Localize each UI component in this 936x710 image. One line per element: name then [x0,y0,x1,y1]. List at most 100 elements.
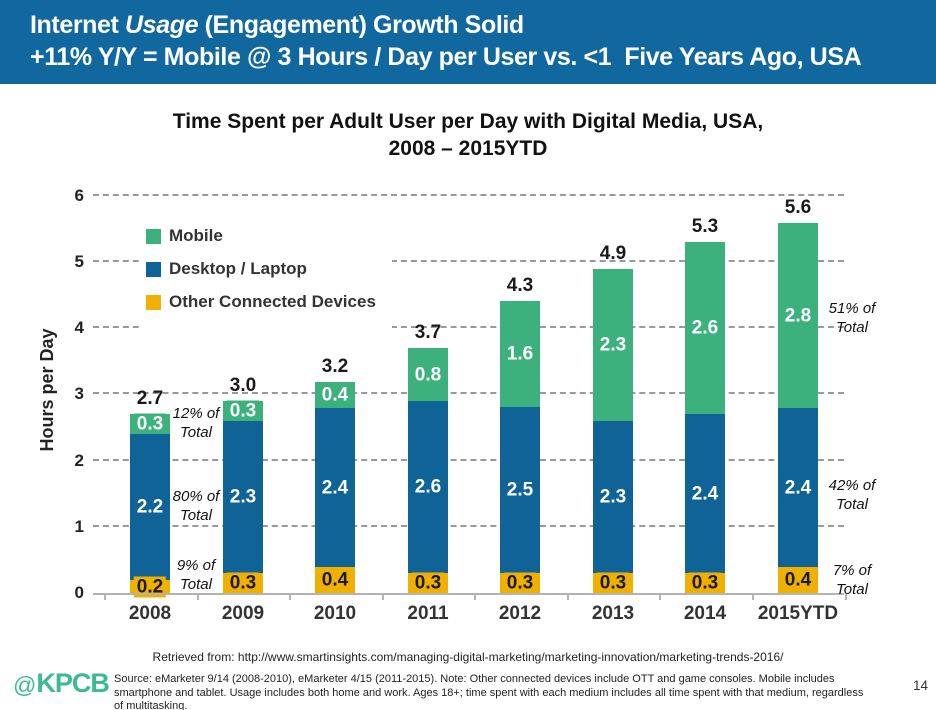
bar-segment-other-connected-devices-2014: 0.3 [685,572,725,594]
bar-segment-mobile-2014: 2.6 [685,242,725,414]
x-axis-label-2009: 2009 [221,603,265,624]
x-axis-line [93,593,844,595]
bar-value-mobile-2015ytd: 2.8 [781,305,815,326]
header-line1-italic: Usage [125,11,199,39]
gridline-6 [93,194,844,196]
bar-segment-other-connected-devices-2013: 0.3 [593,572,633,594]
bar-value-mobile-2013: 2.3 [596,334,630,356]
gridline-5 [93,260,844,262]
chart-title: Time Spent per Adult User per Day with D… [0,108,936,162]
bar-segment-mobile-2008: 0.3 [130,413,170,435]
header-line2: +11% Y/Y = Mobile @ 3 Hours / Day per Us… [30,43,862,71]
bar-total-2015ytd: 5.6 [784,197,812,218]
gridline-3 [93,392,844,394]
annotation-mobile-share-2015: 51% of Total [828,300,876,336]
bar-total-2014: 5.3 [691,216,719,237]
bar-segment-mobile-2010: 0.4 [315,382,355,408]
annotation-desktop-share-2009: 80% of Total [172,488,220,524]
x-axis-label-2014: 2014 [683,603,727,624]
bar-segment-desktop-laptop-2012: 2.5 [500,407,540,573]
bar-value-desktop-laptop-2010: 2.4 [318,477,352,498]
bar-segment-other-connected-devices-2015ytd: 0.4 [778,567,818,593]
annotation-desktop-share-2015: 42% of Total [828,477,876,513]
bar-value-desktop-laptop-2015ytd: 2.4 [781,477,815,498]
gridline-4 [93,326,844,328]
bar-value-mobile-2014: 2.6 [688,317,722,339]
gridline-2 [93,459,844,461]
y-tick-label-4: 4 [74,318,84,337]
y-tick-label-2: 2 [74,451,84,470]
gridline-1 [93,525,844,527]
bar-value-other-connected-devices-2009: 0.3 [226,572,260,594]
source-note: Source: eMarketer 9/14 (2008-2010), eMar… [114,673,864,710]
bar-total-2009: 3.0 [229,375,257,396]
bar-total-2013: 4.9 [599,243,627,264]
bar-value-other-connected-devices-2010: 0.4 [318,569,352,591]
x-tick-1 [197,594,199,600]
bar-value-desktop-laptop-2014: 2.4 [688,483,722,504]
bar-segment-other-connected-devices-2008: 0.2 [130,576,170,597]
chart-legend: Mobile Desktop / Laptop Other Connected De… [140,221,392,329]
legend-item-other-connected-devices: Other Connected Devices [146,292,376,313]
legend-swatch-desktop-laptop-icon [146,262,161,277]
x-tick-4 [474,594,476,600]
legend-item-desktop-laptop: Desktop / Laptop [146,259,376,280]
legend-label-other-connected-devices: Other Connected Devices [169,292,376,311]
bar-segment-desktop-laptop-2011: 2.6 [408,401,448,573]
bar-segment-mobile-2015ytd: 2.8 [778,223,818,408]
bar-total-2012: 4.3 [506,275,534,296]
header-line1-post: (Engagement) Growth Solid [198,11,525,39]
bar-segment-other-connected-devices-2009: 0.3 [223,572,263,594]
y-tick-label-6: 6 [74,186,84,205]
bar-group-2008: 2.7 0.3 2.2 0.2 [130,388,170,597]
bar-total-2011: 3.7 [414,322,442,343]
bar-value-mobile-2012: 1.6 [503,343,537,365]
x-tick-3 [382,594,384,600]
x-tick-8 [845,594,847,600]
bar-value-other-connected-devices-2013: 0.3 [596,572,630,594]
bar-group-2013: 4.9 2.3 2.3 0.3 [593,243,633,594]
y-tick-label-0: 0 [74,583,84,602]
bar-value-other-connected-devices-2008: 0.2 [133,576,167,597]
bar-segment-other-connected-devices-2011: 0.3 [408,572,448,594]
bar-segment-other-connected-devices-2012: 0.3 [500,572,540,594]
bar-segment-desktop-laptop-2008: 2.2 [130,434,170,580]
legend-swatch-other-connected-devices-icon [146,295,161,310]
kpcb-logo: @KPCB [13,668,110,699]
bar-segment-desktop-laptop-2010: 2.4 [315,408,355,567]
bar-segment-other-connected-devices-2010: 0.4 [315,567,355,593]
x-axis-label-2015ytd: 2015YTD [757,603,839,624]
bar-value-desktop-laptop-2011: 2.6 [411,476,445,498]
page-number: 14 [912,678,928,693]
header-banner: Internet Usage (Engagement) Growth Solid… [0,0,936,84]
bar-total-2008: 2.7 [136,388,164,409]
bar-segment-desktop-laptop-2014: 2.4 [685,414,725,573]
x-axis-label-2012: 2012 [498,603,542,624]
bar-value-other-connected-devices-2014: 0.3 [688,572,722,594]
bar-segment-mobile-2013: 2.3 [593,269,633,421]
bar-segment-desktop-laptop-2015ytd: 2.4 [778,408,818,567]
x-axis-label-2013: 2013 [591,603,635,624]
legend-label-mobile: Mobile [169,226,223,245]
y-tick-label-3: 3 [74,384,84,403]
bar-group-2009: 3.0 0.3 2.3 0.3 [223,375,263,594]
bar-group-2010: 3.2 0.4 2.4 0.4 [315,356,355,593]
legend-swatch-mobile-icon [146,229,161,244]
bar-value-mobile-2009: 0.3 [226,400,260,422]
chart-title-line2: 2008 – 2015YTD [388,137,548,160]
chart-title-line1: Time Spent per Adult User per Day with D… [172,110,764,133]
bar-value-desktop-laptop-2013: 2.3 [596,486,630,508]
bar-value-mobile-2008: 0.3 [133,413,167,435]
bar-group-2012: 4.3 1.6 2.5 0.3 [500,275,540,594]
annotation-mobile-share-2009: 12% of Total [172,405,220,441]
bar-value-desktop-laptop-2009: 2.3 [226,486,260,508]
bar-value-other-connected-devices-2011: 0.3 [411,572,445,594]
bar-value-mobile-2011: 0.8 [411,364,445,385]
bar-value-desktop-laptop-2012: 2.5 [503,479,537,501]
bar-group-2014: 5.3 2.6 2.4 0.3 [685,216,725,594]
legend-item-mobile: Mobile [146,226,376,247]
x-tick-5 [567,594,569,600]
kpcb-logo-at-icon: @ [13,672,37,698]
header-line1-pre: Internet [30,11,126,39]
